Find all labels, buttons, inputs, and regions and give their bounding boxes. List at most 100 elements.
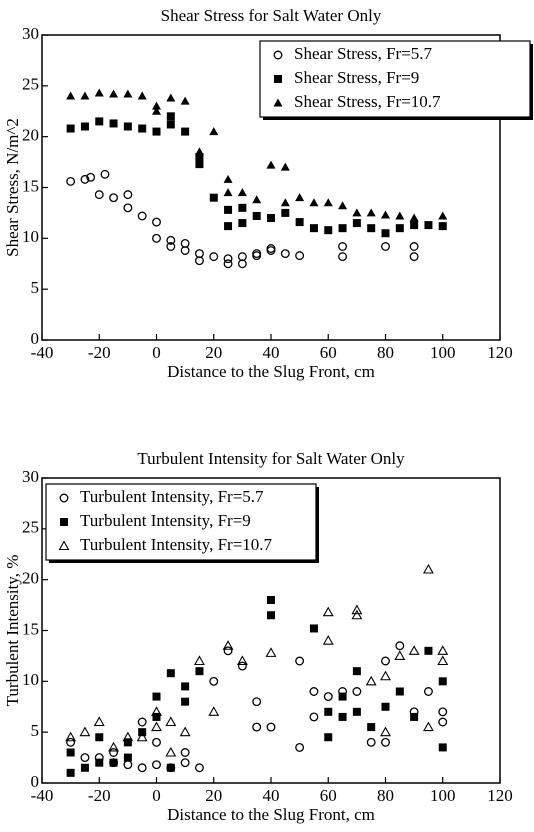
legend-symbol	[59, 493, 69, 503]
point	[324, 226, 333, 235]
point	[252, 722, 262, 732]
x-tick-label: 0	[152, 343, 161, 362]
point	[295, 742, 305, 752]
point	[166, 669, 175, 678]
point	[194, 763, 204, 773]
point	[380, 726, 391, 737]
point	[252, 697, 262, 707]
point	[295, 218, 304, 227]
point	[79, 726, 91, 737]
point	[408, 645, 420, 655]
point	[80, 91, 90, 100]
point	[409, 252, 419, 262]
point	[152, 106, 161, 115]
point	[123, 203, 133, 213]
x-tick-label: -20	[88, 343, 111, 362]
point	[166, 763, 175, 772]
point	[209, 193, 218, 202]
legend-label: Shear Stress, Fr=5.7	[294, 44, 433, 63]
point	[437, 655, 449, 666]
point	[195, 160, 204, 169]
point	[438, 743, 447, 752]
point	[266, 160, 276, 169]
point	[238, 219, 247, 228]
point	[152, 737, 161, 747]
point	[422, 563, 434, 574]
point	[193, 655, 205, 666]
point	[267, 214, 275, 222]
x-tick-label: 100	[430, 343, 456, 362]
point	[166, 93, 176, 102]
point	[80, 122, 89, 131]
point	[422, 721, 434, 732]
point	[66, 748, 75, 757]
point	[438, 707, 448, 717]
point	[252, 251, 262, 261]
legend-symbol	[58, 540, 70, 551]
point	[237, 188, 247, 197]
x-tick-label: -40	[31, 786, 54, 805]
x-tick-label: -20	[88, 786, 111, 805]
point	[109, 758, 118, 767]
point	[152, 127, 161, 136]
chart-title: Shear Stress for Salt Water Only	[161, 6, 382, 25]
point	[366, 208, 376, 217]
point	[223, 254, 233, 264]
point	[224, 205, 233, 214]
point	[152, 217, 161, 227]
point	[338, 252, 348, 262]
y-tick-label: 15	[22, 619, 39, 638]
legend-label: Shear Stress, Fr=10.7	[294, 92, 441, 111]
point	[165, 716, 177, 727]
x-tick-label: 80	[377, 343, 394, 362]
point	[266, 722, 276, 732]
point	[180, 758, 190, 768]
point	[280, 198, 290, 207]
point	[381, 210, 390, 219]
point	[137, 91, 147, 100]
point	[166, 112, 175, 121]
x-tick-label: 100	[430, 786, 456, 805]
point	[423, 687, 433, 696]
y-tick-label: 25	[22, 518, 39, 537]
point	[381, 702, 390, 711]
legend-label: Turbulent Intensity, Fr=10.7	[80, 535, 273, 554]
point	[394, 650, 406, 660]
point	[438, 677, 447, 686]
point	[194, 147, 204, 156]
point	[237, 259, 247, 269]
point	[151, 706, 162, 716]
point	[100, 169, 110, 179]
point	[136, 731, 148, 742]
point	[223, 188, 233, 197]
point	[152, 712, 161, 721]
point	[367, 723, 376, 732]
legend-box	[45, 483, 317, 561]
point	[195, 153, 204, 161]
point	[381, 229, 390, 238]
point	[123, 122, 132, 131]
point	[338, 712, 347, 721]
point	[180, 96, 190, 105]
point	[66, 91, 76, 100]
point	[80, 753, 90, 763]
point	[80, 763, 89, 772]
point	[180, 238, 190, 248]
x-axis-label: Distance to the Slug Front, cm	[167, 362, 375, 381]
point	[309, 198, 319, 207]
chart-title: Turbulent Intensity for Salt Water Only	[137, 449, 405, 468]
point	[236, 655, 248, 666]
point	[381, 656, 390, 666]
point	[309, 712, 319, 722]
point	[209, 252, 219, 262]
point	[222, 640, 234, 650]
point	[123, 89, 133, 98]
x-tick-label: 40	[263, 786, 280, 805]
point	[152, 233, 161, 243]
point	[381, 737, 390, 747]
point	[351, 609, 363, 620]
legend-label: Turbulent Intensity, Fr=5.7	[80, 487, 264, 506]
point	[194, 249, 204, 259]
point	[395, 687, 404, 696]
point	[80, 174, 90, 184]
